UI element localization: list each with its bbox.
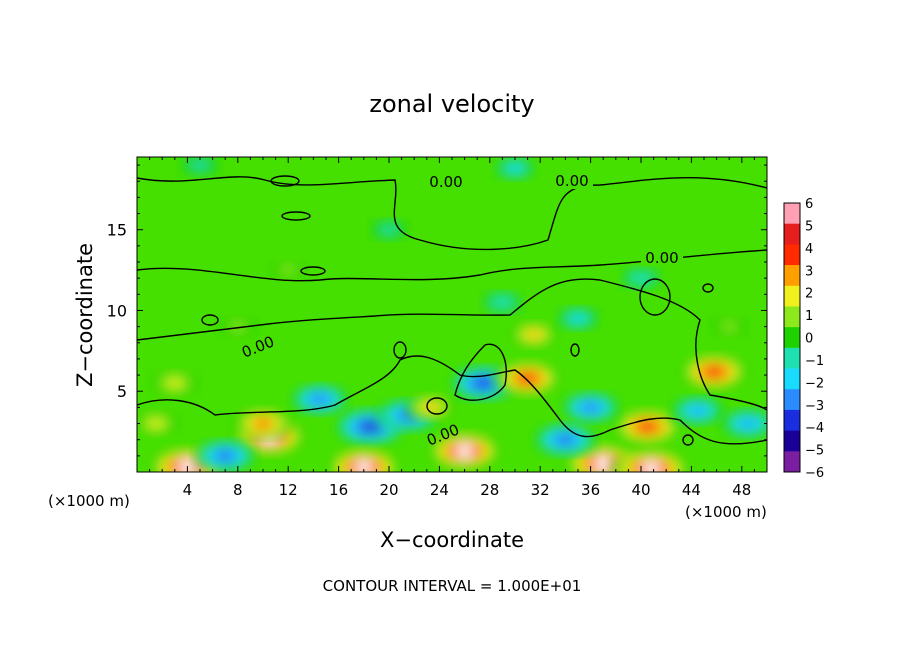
heatmap-field: 0.00 0.00 0.00 0.00 0.00 [137,157,767,472]
contour-island-2 [281,211,311,221]
colorbar-tick-label: −1 [805,354,824,369]
contour-island-3 [300,266,326,276]
heatmap-blob [137,411,179,436]
x-tick-label: 24 [430,481,449,499]
heatmap-blob [680,353,749,390]
colorbar-tick-label: −4 [805,421,824,436]
x-tick-label: 28 [480,481,499,499]
colorbar-tick-label: 2 [805,287,813,302]
contour-label-2: 0.00 [555,172,588,190]
heatmap-blob [613,408,682,445]
contour-label-1: 0.00 [429,173,462,191]
colorbar-swatch [784,389,800,411]
contour-island-6 [426,397,448,415]
colorbar-tick-label: 5 [805,219,813,234]
colorbar-tick-label: 1 [805,309,813,324]
colorbar-swatch [784,203,800,225]
heatmap-blob [151,370,198,396]
contour-island-8 [570,343,580,357]
contour-line-blue-core [454,343,507,401]
heatmap-blob [621,267,661,290]
contour-line-bottom [137,355,767,445]
heatmap-blob [565,443,642,472]
x-tick-label: 16 [329,481,348,499]
heatmap-blob [494,157,536,180]
colorbar-frame [783,202,801,473]
colorbar-swatch [784,265,800,287]
colorbar-tick-label: −6 [805,466,824,481]
colorbar-tick-label: 6 [805,197,813,212]
y-tick-label: 10 [107,301,127,320]
colorbar-tick-label: −2 [805,376,824,391]
x-tick-label: 40 [631,481,650,499]
colorbar-swatch [784,368,800,390]
contour-island-9 [682,434,694,446]
colorbar-swatch [784,409,800,432]
heatmap-blob [482,291,523,314]
heatmap-blob [180,157,220,176]
colorbar: 6 5 4 3 2 1 0 −1 −2 −3 −4 −5 −6 [783,197,824,481]
contour-island-4 [639,278,671,316]
colorbar-tick-label: −3 [805,399,824,414]
colorbar-tick-label: 4 [805,242,813,257]
heatmap-blob [271,260,306,280]
x-tick-label: 32 [531,481,550,499]
heatmap-blob [562,392,619,423]
colorbar-tick-label: 0 [805,332,813,347]
contour-island-7 [201,314,219,326]
colorbar-swatch [784,223,800,245]
colorbar-swatch [784,306,800,328]
chart-title: zonal velocity [369,90,534,118]
colorbar-tick-label: 3 [805,264,813,279]
heatmap-blob [377,399,438,432]
heatmap-blob [534,423,597,457]
colorbar-swatch [784,244,800,266]
colorbar-swatch [784,327,800,349]
heatmap-blobs [137,157,767,472]
heatmap-blob [327,448,400,472]
colorbar-swatch [784,430,800,452]
heatmap-blob [556,306,600,331]
zero-contours [137,175,767,446]
x-tick-label: 8 [233,481,243,499]
x-unit-left: (×1000 m) [48,492,130,510]
colorbar-swatch [784,285,800,307]
heatmap-blob [428,432,501,470]
colorbar-tick-label: −5 [805,444,824,459]
heatmap-blob [671,396,724,425]
x-tick-label: 48 [732,481,751,499]
colorbar-swatch [784,451,800,473]
heatmap-blob [219,316,257,338]
heatmap-blob [711,316,748,337]
x-tick-label: 20 [379,481,398,499]
x-tick-label: 36 [581,481,600,499]
contour-interval-note: CONTOUR INTERVAL = 1.000E+01 [322,577,582,595]
heatmap-blob [233,407,293,440]
x-tick-label: 4 [183,481,193,499]
contour-line-lower [137,278,767,411]
contour-label-3: 0.00 [645,249,678,267]
heatmap-blob [494,360,561,396]
y-tick-label: 15 [107,221,127,240]
x-tick-label: 44 [682,481,701,499]
y-axis-label: Z−coordinate [73,243,97,387]
x-tick-label: 12 [279,481,298,499]
contour-island-1 [270,175,300,187]
contour-island-10 [702,283,714,293]
contour-island-5 [393,341,407,359]
x-unit-right: (×1000 m) [685,503,767,521]
heatmap-blob [291,384,348,415]
heatmap-blob [721,409,767,438]
heatmap-blob [613,448,690,472]
y-axis: 5 10 15 [107,164,767,457]
heatmap-blob [370,219,408,241]
heatmap-blob [509,321,558,348]
x-axis-label: X−coordinate [380,528,524,552]
y-tick-label: 5 [117,382,127,401]
colorbar-swatch [784,347,800,370]
x-axis: 4 8 12 16 20 24 28 32 36 40 44 48 [149,157,755,499]
contour-line-upper [137,176,767,251]
heatmap-blob [195,439,256,472]
